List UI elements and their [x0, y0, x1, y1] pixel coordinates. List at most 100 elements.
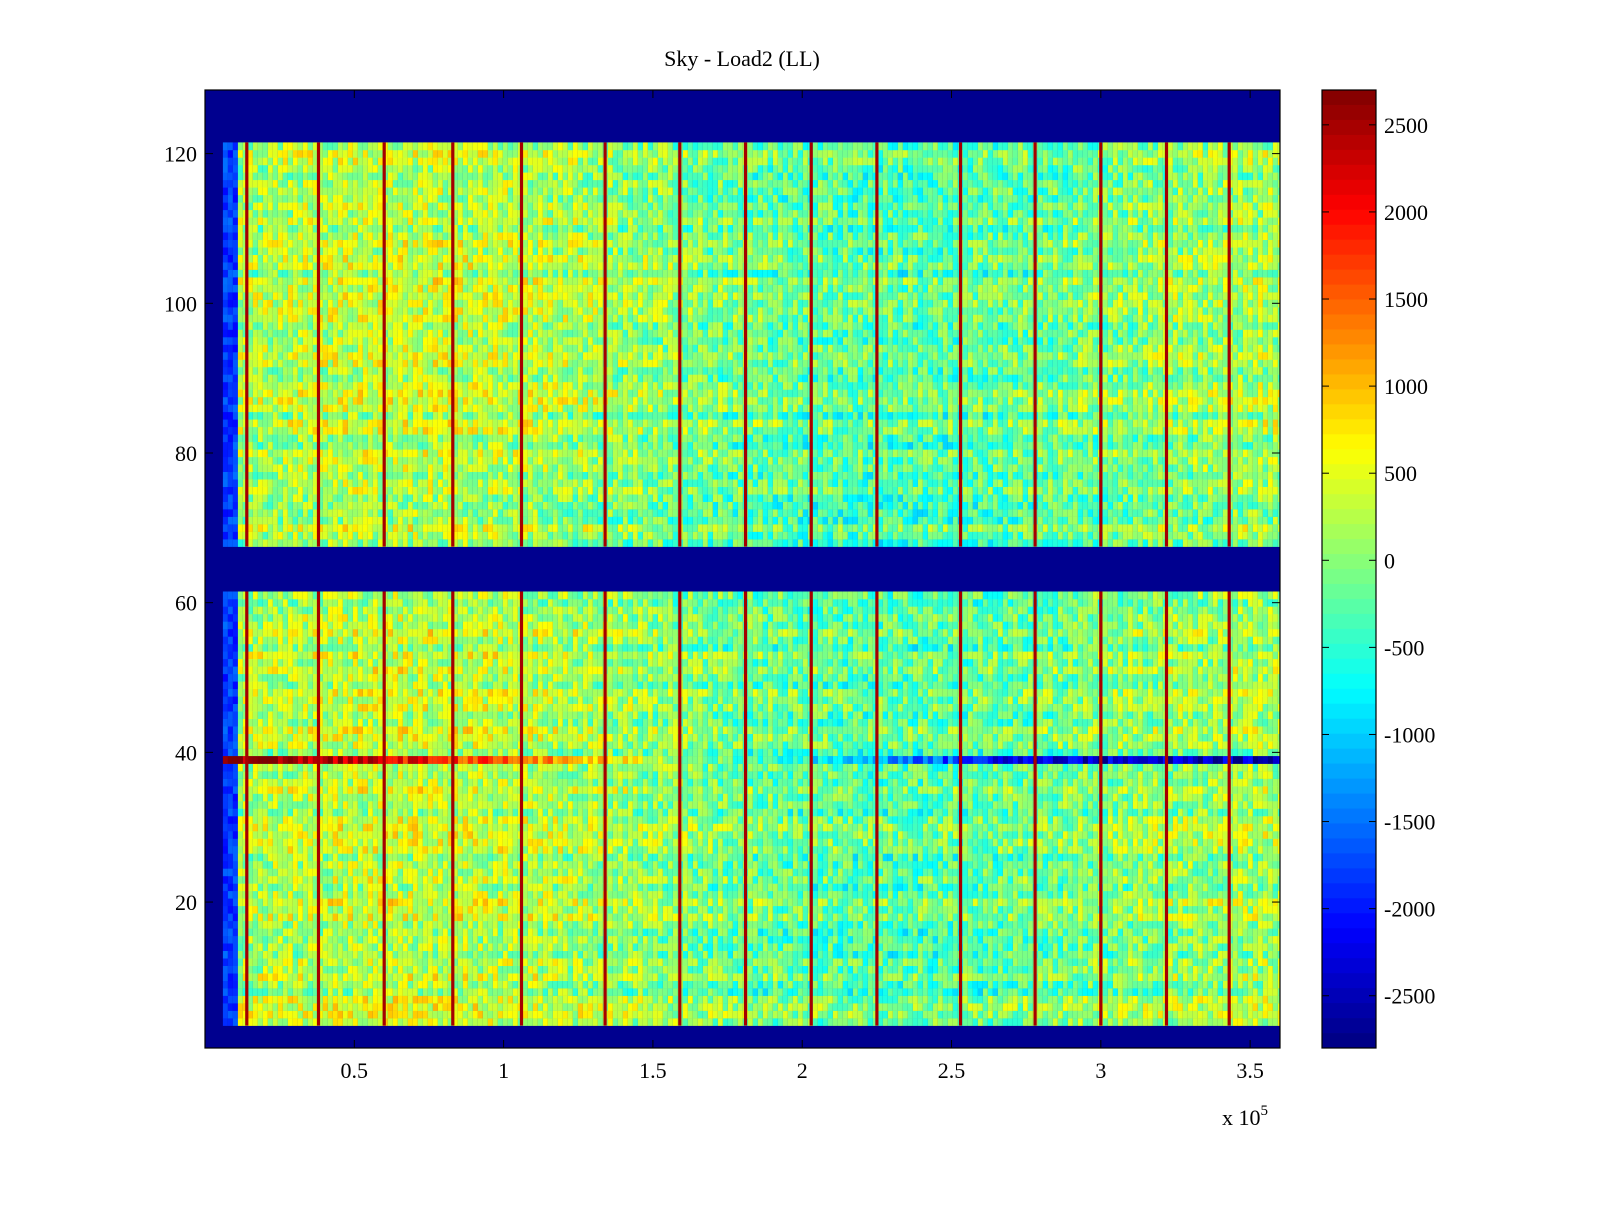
heatmap-cell — [413, 988, 418, 996]
heatmap-cell — [708, 1018, 713, 1026]
heatmap-cell — [538, 973, 543, 981]
heatmap-cell — [543, 958, 548, 966]
heatmap-cell — [708, 988, 713, 996]
heatmap-cell — [793, 981, 798, 989]
heatmap-cell — [263, 973, 268, 981]
heatmap-cell — [258, 996, 263, 1004]
heatmap-cell — [538, 966, 543, 974]
heatmap-cell — [848, 973, 853, 981]
heatmap-cell — [513, 958, 518, 966]
heatmap-cell — [493, 996, 498, 1004]
heatmap-cell — [843, 1018, 848, 1026]
heatmap-cell — [913, 988, 918, 996]
heatmap-cell — [253, 988, 258, 996]
heatmap-cell — [303, 996, 308, 1004]
heatmap-cell — [473, 996, 478, 1004]
heatmap-cell — [648, 1003, 653, 1011]
heatmap-cell — [858, 966, 863, 974]
heatmap-cell — [1198, 966, 1203, 974]
heatmap-cell — [388, 973, 393, 981]
heatmap-cell — [393, 958, 398, 966]
heatmap-cell — [413, 996, 418, 1004]
heatmap-cell — [998, 1018, 1003, 1026]
heatmap-cell — [273, 973, 278, 981]
heatmap-cell — [998, 988, 1003, 996]
heatmap-cell — [1088, 1011, 1093, 1019]
heatmap-cell — [718, 996, 723, 1004]
heatmap-cell — [1253, 1003, 1258, 1011]
heatmap-cell — [573, 1003, 578, 1011]
heatmap-cell — [433, 1011, 438, 1019]
heatmap-cell — [623, 996, 628, 1004]
heatmap-cell — [498, 973, 503, 981]
heatmap-cell — [248, 958, 253, 966]
heatmap-cell — [593, 966, 598, 974]
heatmap-cell — [278, 988, 283, 996]
heatmap-cell — [1243, 1003, 1248, 1011]
heatmap-cell — [343, 966, 348, 974]
heatmap-cell — [1013, 996, 1018, 1004]
heatmap-cell — [588, 1018, 593, 1026]
heatmap-cell — [818, 988, 823, 996]
heatmap-cell — [478, 996, 483, 1004]
heatmap-cell — [1183, 988, 1188, 996]
heatmap-cell — [938, 996, 943, 1004]
heatmap-cell — [1108, 996, 1113, 1004]
heatmap-cell — [523, 958, 528, 966]
heatmap-cell — [703, 996, 708, 1004]
heatmap-cell — [273, 958, 278, 966]
heatmap-cell — [238, 1003, 243, 1011]
heatmap-cell — [923, 988, 928, 996]
heatmap-cell — [843, 1003, 848, 1011]
heatmap-cell — [428, 958, 433, 966]
heatmap-cell — [663, 981, 668, 989]
heatmap-cell — [933, 1003, 938, 1011]
heatmap-cell — [1058, 981, 1063, 989]
heatmap-cell — [368, 996, 373, 1004]
heatmap-cell — [1158, 973, 1163, 981]
heatmap-cell — [418, 996, 423, 1004]
heatmap-cell — [1218, 966, 1223, 974]
heatmap-cell — [548, 996, 553, 1004]
heatmap-cell — [998, 973, 1003, 981]
heatmap-cell — [398, 966, 403, 974]
heatmap-cell — [1043, 981, 1048, 989]
heatmap-cell — [708, 966, 713, 974]
heatmap-cell — [1268, 1003, 1273, 1011]
heatmap-cell — [1218, 996, 1223, 1004]
heatmap-cell — [1018, 973, 1023, 981]
heatmap-cell — [1223, 973, 1228, 981]
heatmap-cell — [388, 1018, 393, 1026]
heatmap-cell — [333, 988, 338, 996]
heatmap-cell — [923, 996, 928, 1004]
heatmap-cell — [413, 1018, 418, 1026]
heatmap-cell — [1258, 1011, 1263, 1019]
heatmap-cell — [848, 981, 853, 989]
heatmap-cell — [503, 973, 508, 981]
heatmap-cell — [1173, 988, 1178, 996]
heatmap-cell — [543, 1011, 548, 1019]
heatmap-cell — [613, 1011, 618, 1019]
heatmap-cell — [638, 973, 643, 981]
heatmap-cell — [838, 981, 843, 989]
heatmap-cell — [813, 1018, 818, 1026]
heatmap-cell — [348, 966, 353, 974]
heatmap-cell — [488, 973, 493, 981]
heatmap-cell — [1198, 996, 1203, 1004]
heatmap-cell — [548, 1003, 553, 1011]
heatmap-cell — [268, 958, 273, 966]
heatmap-cell — [283, 958, 288, 966]
heatmap-cell — [668, 1011, 673, 1019]
heatmap-cell — [283, 996, 288, 1004]
heatmap-cell — [648, 966, 653, 974]
heatmap-cell — [833, 981, 838, 989]
heatmap-cell — [438, 996, 443, 1004]
heatmap-cell — [968, 1003, 973, 1011]
heatmap-cell — [238, 973, 243, 981]
heatmap-cell — [738, 1011, 743, 1019]
heatmap-cell — [538, 981, 543, 989]
heatmap-cell — [608, 988, 613, 996]
heatmap-cell — [1103, 981, 1108, 989]
heatmap-cell — [468, 996, 473, 1004]
heatmap-cell — [698, 988, 703, 996]
